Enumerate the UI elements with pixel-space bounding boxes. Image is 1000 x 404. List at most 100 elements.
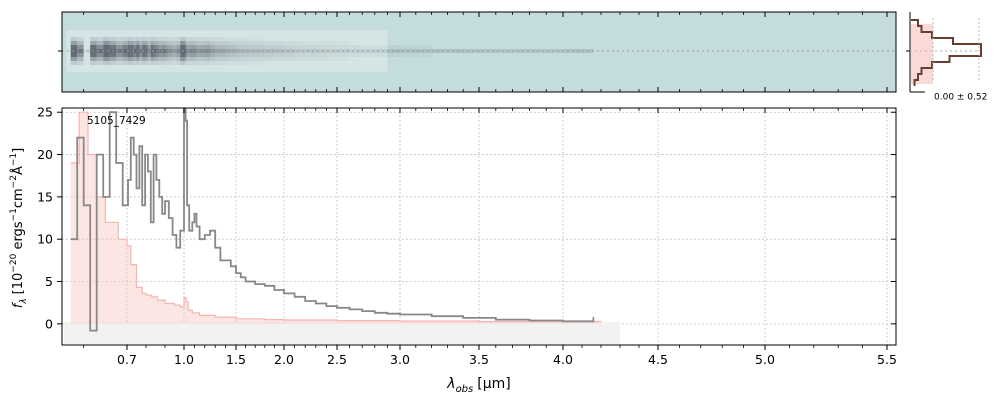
- trace-pixel: [168, 41, 173, 45]
- trace-pixel: [194, 61, 197, 65]
- trace-pixel: [284, 53, 295, 57]
- trace-pixel: [240, 45, 246, 49]
- trace-pixel: [189, 37, 193, 41]
- trace-pixel: [127, 61, 131, 65]
- trace-pixel: [264, 41, 275, 45]
- trace-pixel: [156, 57, 160, 61]
- y-tick-label: 20: [37, 147, 53, 162]
- y-axis-label: fλ[10−20 ergs−1cm−2Å−1]: [9, 148, 29, 308]
- trace-pixel: [122, 57, 128, 61]
- trace-pixel: [215, 37, 221, 41]
- trace-pixel: [136, 37, 140, 41]
- trace-pixel: [240, 61, 246, 65]
- y-tick-label: 25: [37, 105, 53, 120]
- trace-pixel: [136, 45, 140, 49]
- trace-pixel: [230, 41, 236, 45]
- trace-pixel: [192, 37, 195, 41]
- trace-pixel: [194, 49, 197, 53]
- trace-pixel: [245, 61, 256, 65]
- trace-pixel: [70, 45, 78, 49]
- trace-pixel: [77, 37, 84, 41]
- trace-pixel: [165, 41, 169, 45]
- x-axis-label-unit: [μm]: [477, 376, 510, 392]
- x-tick-label: 2.5: [327, 352, 347, 367]
- trace-pixel: [145, 37, 148, 41]
- x-axis-label-sub: obs: [456, 384, 474, 395]
- trace-pixel: [185, 53, 188, 57]
- trace-pixel: [374, 45, 388, 49]
- trace-pixel: [315, 41, 327, 45]
- trace-pixel: [168, 37, 173, 41]
- trace-pixel: [122, 37, 128, 41]
- trace-pixel: [109, 45, 117, 49]
- trace-pixel: [220, 45, 226, 49]
- trace-pixel: [70, 53, 78, 57]
- trace-pixel: [196, 53, 200, 57]
- trace-pixel: [294, 45, 306, 49]
- trace-pixel: [284, 41, 295, 45]
- trace-pixel: [189, 53, 193, 57]
- trace-pixel: [236, 53, 241, 57]
- trace-pixel: [147, 57, 151, 61]
- trace-pixel: [255, 41, 265, 45]
- trace-pixel: [189, 41, 193, 45]
- trace-pixel: [264, 49, 275, 53]
- trace-pixel: [284, 45, 295, 49]
- trace-pixel: [122, 41, 128, 45]
- trace-pixel: [184, 57, 186, 61]
- trace-pixel: [176, 53, 181, 57]
- trace-pixel: [199, 53, 205, 57]
- trace-pixel: [274, 45, 284, 49]
- trace-pixel: [245, 41, 256, 45]
- trace-pixel: [387, 53, 400, 57]
- trace-pixel: [210, 53, 216, 57]
- trace-pixel: [77, 41, 84, 45]
- trace-pixel: [136, 41, 140, 45]
- trace-pixel: [90, 41, 97, 45]
- y-tick-label: 10: [37, 232, 53, 247]
- y-tick-label: 15: [37, 189, 53, 204]
- trace-pixel: [185, 37, 188, 41]
- trace-pixel: [326, 53, 337, 57]
- trace-pixel: [185, 61, 188, 65]
- trace-pixel: [90, 45, 97, 49]
- trace-pixel: [70, 41, 78, 45]
- trace-pixel: [176, 41, 181, 45]
- x-axis-ticks: 0.7 1.0 1.5 2.0 2.5 3.0 3.5 4.0 4.5 5.0 5.5: [83, 108, 897, 367]
- trace-pixel: [196, 37, 200, 41]
- trace-pixel: [109, 41, 117, 45]
- trace-pixel: [187, 57, 190, 61]
- trace-pixel: [142, 53, 146, 57]
- trace-pixel: [77, 61, 84, 65]
- trace-pixel: [337, 45, 350, 49]
- trace-pixel: [274, 41, 284, 45]
- trace-pixel: [315, 49, 327, 53]
- trace-pixel: [147, 45, 151, 49]
- trace-pixel: [147, 53, 151, 57]
- trace-pixel: [145, 61, 148, 65]
- trace-pixel: [116, 41, 123, 45]
- trace-pixel: [139, 37, 143, 41]
- trace-pixel: [240, 37, 246, 41]
- trace-pixel: [133, 37, 137, 41]
- trace-pixel: [153, 37, 157, 41]
- trace-pixel: [96, 45, 104, 49]
- trace-pixel: [139, 53, 143, 57]
- trace-pixel: [215, 41, 221, 45]
- trace-pixel: [159, 41, 163, 45]
- trace-pixel: [400, 49, 432, 53]
- trace-pixel: [103, 61, 110, 65]
- trace-pixel: [127, 45, 131, 49]
- trace-pixel: [116, 49, 123, 53]
- trace-pixel: [127, 49, 131, 53]
- trace-pixel: [122, 61, 128, 65]
- trace-pixel: [180, 41, 184, 45]
- trace-pixel: [204, 37, 210, 41]
- trace-pixel: [127, 41, 131, 45]
- trace-pixel: [172, 49, 177, 53]
- trace-pixel: [220, 37, 226, 41]
- trace-pixel: [245, 37, 256, 41]
- trace-pixel: [215, 61, 221, 65]
- trace-pixel: [139, 61, 143, 65]
